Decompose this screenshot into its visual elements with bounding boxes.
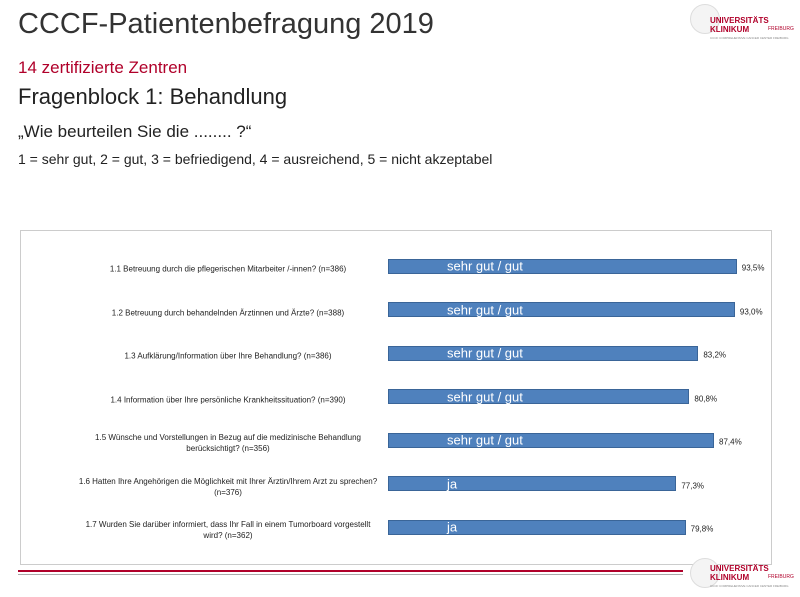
logo-text: CCCF COMPREHENSIVE CANCER CENTER FREIBUR… — [710, 36, 789, 40]
scale-note: 1 = sehr gut, 2 = gut, 3 = befriedigend,… — [18, 151, 493, 167]
section: Fragenblock 1: Behandlung — [18, 84, 288, 109]
logo-text: KLINIKUM — [710, 573, 750, 582]
category-label: 1.4 Information über Ihre persönliche Kr… — [110, 395, 346, 404]
logo-text: FREIBURG — [768, 26, 794, 32]
category-label: 1.3 Aufklärung/Information über Ihre Beh… — [124, 351, 332, 361]
logo-text: CCCF COMPREHENSIVE CANCER CENTER FREIBUR… — [710, 584, 789, 588]
logo-text: KLINIKUM — [710, 25, 750, 34]
logo-text: UNIVERSITÄTS — [710, 16, 769, 25]
value-label: 83,2% — [703, 350, 727, 360]
seal — [690, 558, 720, 588]
bar — [388, 345, 699, 361]
bar-label: sehr gut / gut — [447, 432, 523, 448]
value-label: 80,8% — [694, 394, 718, 403]
bar — [388, 389, 690, 404]
value-label: 93,5% — [741, 263, 765, 273]
bar-label: ja — [447, 476, 458, 491]
category-label: 1.2 Betreuung durch behandelnden Ärztinn… — [111, 308, 345, 317]
bar-label: ja — [447, 519, 458, 535]
bar-label: sehr gut / gut — [447, 389, 523, 404]
bar — [388, 476, 677, 491]
bar — [388, 519, 686, 535]
category-label: 1.7 Wurden Sie darüber informiert, dass … — [85, 520, 371, 540]
bar — [388, 258, 737, 274]
title: CCCF-Patientenbefragung 2019 — [18, 8, 434, 40]
question: „Wie beurteilen Sie die ........ ?“ — [18, 122, 252, 141]
bar-label: sehr gut / gut — [447, 258, 523, 274]
logo: UNIVERSITÄTS KLINIKUM FREIBURG CCCF COMP… — [690, 556, 795, 596]
value-label: 77,3% — [681, 481, 705, 490]
value-label: 93,0% — [739, 307, 763, 316]
seal — [690, 4, 720, 34]
value-label: 79,8% — [690, 524, 714, 534]
category-label: 1.6 Hatten Ihre Angehörigen die Möglichk… — [78, 476, 378, 497]
logo-text: FREIBURG — [768, 574, 794, 580]
bar — [388, 302, 735, 317]
bar-label: sehr gut / gut — [447, 345, 523, 361]
category-label: 1.1 Betreuung durch die pflegerischen Mi… — [109, 264, 347, 274]
bar — [388, 432, 714, 448]
value-label: 87,4% — [719, 437, 742, 447]
logo-text: UNIVERSITÄTS — [710, 564, 769, 573]
subtitle: 14 zertifizierte Zentren — [18, 58, 188, 77]
chart-frame — [20, 230, 772, 565]
footer-line — [18, 570, 683, 572]
footer-line — [18, 574, 683, 575]
bar-label: sehr gut / gut — [447, 302, 523, 317]
logo: UNIVERSITÄTS KLINIKUM FREIBURG CCCF COMP… — [690, 2, 795, 42]
category-label: 1.5 Wünsche und Vorstellungen in Bezug a… — [95, 433, 361, 453]
